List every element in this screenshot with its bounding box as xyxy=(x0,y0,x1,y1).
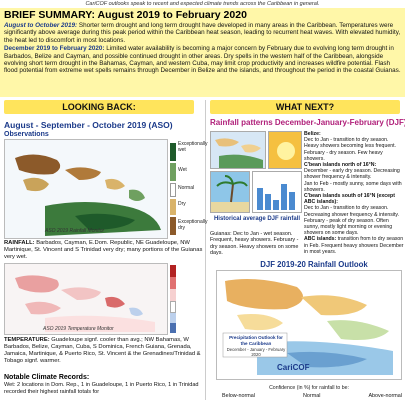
outlook-legend-above: Above-normal xyxy=(368,393,402,399)
outlook-map-graphic xyxy=(217,271,401,379)
djf-region-bold-6: C'bean islands south of 16°N (except ABC… xyxy=(304,193,395,206)
temp-legend-swatch-3 xyxy=(170,289,176,301)
legend-label-exceptionally-wet: Exceptionally wet xyxy=(178,141,208,153)
rainfall-bars-image xyxy=(252,171,302,213)
legend-swatch-exceptionally-dry xyxy=(170,217,176,235)
temperature-note-lead: TEMPERATURE: xyxy=(4,337,50,343)
summary-paragraph-aso: August to October 2019: Shorter term dro… xyxy=(4,22,401,44)
djf-region-line-5: Jan to Feb - mostly sunny, some days wit… xyxy=(304,181,404,193)
legend-label-exceptionally-dry: Exceptionally dry xyxy=(178,219,208,231)
summary-paragraph-djf: December 2019 to February 2020: Limited … xyxy=(4,45,401,75)
what-next-header: WHAT NEXT? xyxy=(210,100,400,114)
disclaimer-line: CariCOF outlooks speak to recent and exp… xyxy=(85,1,320,7)
outlook-map: Precipitation Outlook for the Caribbean … xyxy=(216,270,402,380)
djf-region-text-7: Dec to Jan - transition to dry season. D… xyxy=(304,205,400,218)
djf-region-line-1: Dec to Jan - transition to dry season. H… xyxy=(304,137,404,149)
djf-region-line-2: February - dry season. Few heavy showers… xyxy=(304,150,404,162)
djf-regional-text: Belize: Dec to Jan - transition to dry s… xyxy=(304,131,404,255)
djf-region-line-9: ABC islands: transition from to dry seas… xyxy=(304,236,404,255)
sun-graphic xyxy=(269,132,301,168)
outlook-title: DJF 2019-20 Rainfall Outlook xyxy=(260,260,368,269)
temperature-map-graphic xyxy=(5,264,167,334)
outlook-legend-normal: Normal xyxy=(303,393,321,399)
djf-region-text-4: December - early dry season. Decreasing … xyxy=(304,168,400,181)
legend-label-normal: Normal xyxy=(178,185,195,191)
temperature-note-text: Guadeloupe signf. cooler than avg.; NW B… xyxy=(4,337,201,364)
djf-region-text-5: Jan to Feb - mostly sunny, some days wit… xyxy=(304,180,402,193)
djf-title: Rainfall patterns December-January-Febru… xyxy=(210,118,405,127)
rainfall-map-graphic xyxy=(5,140,167,238)
djf-map-image xyxy=(210,131,266,169)
guianas-text: Guianas: Dec to Jan - wet season. Freque… xyxy=(210,231,299,257)
legend-swatch-wet xyxy=(170,163,176,181)
djf-region-text-1: Dec to Jan - transition to dry season. H… xyxy=(304,137,396,150)
outlook-legend-below: Below-normal xyxy=(222,393,255,399)
temp-legend-swatch-1 xyxy=(170,265,176,277)
caricof-logo: CariCOF xyxy=(277,363,310,372)
djf-region-bold-3: C'bean islands north of 16°N: xyxy=(304,162,377,169)
rainfall-monitor-map: ASO 2019 Rainfall Monitor xyxy=(4,139,168,239)
legend-swatch-exceptionally-wet xyxy=(170,143,176,161)
legend-swatch-dry xyxy=(170,199,176,215)
djf-region-bold-0: Belize: xyxy=(304,131,321,137)
djf-region-line-4: December - early dry season. Decreasing … xyxy=(304,168,404,180)
rainfall-note-lead: RAINFALL: xyxy=(4,240,35,246)
brief-summary-box: BRIEF SUMMARY: August 2019 to February 2… xyxy=(0,8,405,97)
legend-label-dry: Dry xyxy=(178,201,186,207)
temperature-map-caption: ASO 2019 Temperature Monitor xyxy=(43,326,114,332)
notable-records-text: Wet: 2 locations in Dom. Rep., 1 in Guad… xyxy=(4,382,199,395)
historical-average-caption: Historical average DJF rainfall xyxy=(213,216,301,222)
sun-image xyxy=(268,131,302,169)
rainfall-bars-graphic xyxy=(253,172,301,212)
rainfall-note: RAINFALL: Barbados, Cayman, E.Dom. Repub… xyxy=(4,240,204,261)
djf-region-line-7: Dec to Jan - transition to dry season. D… xyxy=(304,205,404,217)
summary-lead-djf: December 2019 to February 2020: xyxy=(4,45,105,53)
djf-region-line-6: C'bean islands south of 16°N (except ABC… xyxy=(304,193,404,205)
outlook-caption: Confidence (in %) for rainfall to be: xyxy=(269,385,349,391)
djf-region-line-8: February - peak of dry season. Often sun… xyxy=(304,218,404,237)
rainfall-legend: Exceptionally wet Wet Normal Dry Excepti… xyxy=(168,139,208,239)
aso-title: August - September - October 2019 (ASO) xyxy=(4,120,173,130)
summary-text-aso: Shorter term drought and long term droug… xyxy=(4,22,401,44)
summary-text-djf: Limited water availability is becoming a… xyxy=(4,45,401,75)
notable-records-title: Notable Climate Records: xyxy=(4,374,90,381)
djf-region-text-8: February - peak of dry season. Often sun… xyxy=(304,217,393,237)
summary-title: BRIEF SUMMARY: August 2019 to February 2… xyxy=(4,9,247,21)
djf-region-line-3: C'bean islands north of 16°N: xyxy=(304,162,404,168)
djf-map-graphic xyxy=(211,132,265,168)
legend-label-wet: Wet xyxy=(178,167,187,173)
djf-region-line-0: Belize: xyxy=(304,131,404,137)
column-divider xyxy=(205,100,206,400)
djf-region-bold-9: ABC islands: xyxy=(304,236,337,243)
looking-back-header: LOOKING BACK: xyxy=(4,100,194,114)
legend-swatch-normal xyxy=(170,183,176,197)
rainfall-map-caption: ASO 2019 Rainfall Monitor xyxy=(45,228,105,234)
temp-legend-swatch-2 xyxy=(170,277,176,289)
djf-region-text-2: February - dry season. Few heavy showers… xyxy=(304,149,383,162)
temp-legend-swatch-6 xyxy=(170,323,176,333)
historical-rainfall-images xyxy=(210,131,302,213)
palm-graphic xyxy=(211,172,249,212)
temp-legend-swatch-4 xyxy=(170,301,176,313)
outlook-legend: Below-normal Normal Above-normal xyxy=(222,393,402,399)
temperature-legend xyxy=(168,263,208,335)
temp-legend-swatch-5 xyxy=(170,313,176,323)
palm-image xyxy=(210,171,250,213)
temperature-note: TEMPERATURE: Guadeloupe signf. cooler th… xyxy=(4,337,204,365)
rainfall-note-text: Barbados, Cayman, E.Dom. Republic, NE Gu… xyxy=(4,240,203,260)
observations-label: Observations xyxy=(4,131,49,138)
temperature-monitor-map: ASO 2019 Temperature Monitor xyxy=(4,263,168,335)
outlook-map-subtitle: December - January - February 2020 xyxy=(226,347,286,357)
djf-region-text-9: transition from to dry season in Feb. Fr… xyxy=(304,236,404,255)
summary-lead-aso: August to October 2019: xyxy=(4,22,78,29)
outlook-map-title: Precipitation Outlook for the Caribbean xyxy=(229,335,283,346)
